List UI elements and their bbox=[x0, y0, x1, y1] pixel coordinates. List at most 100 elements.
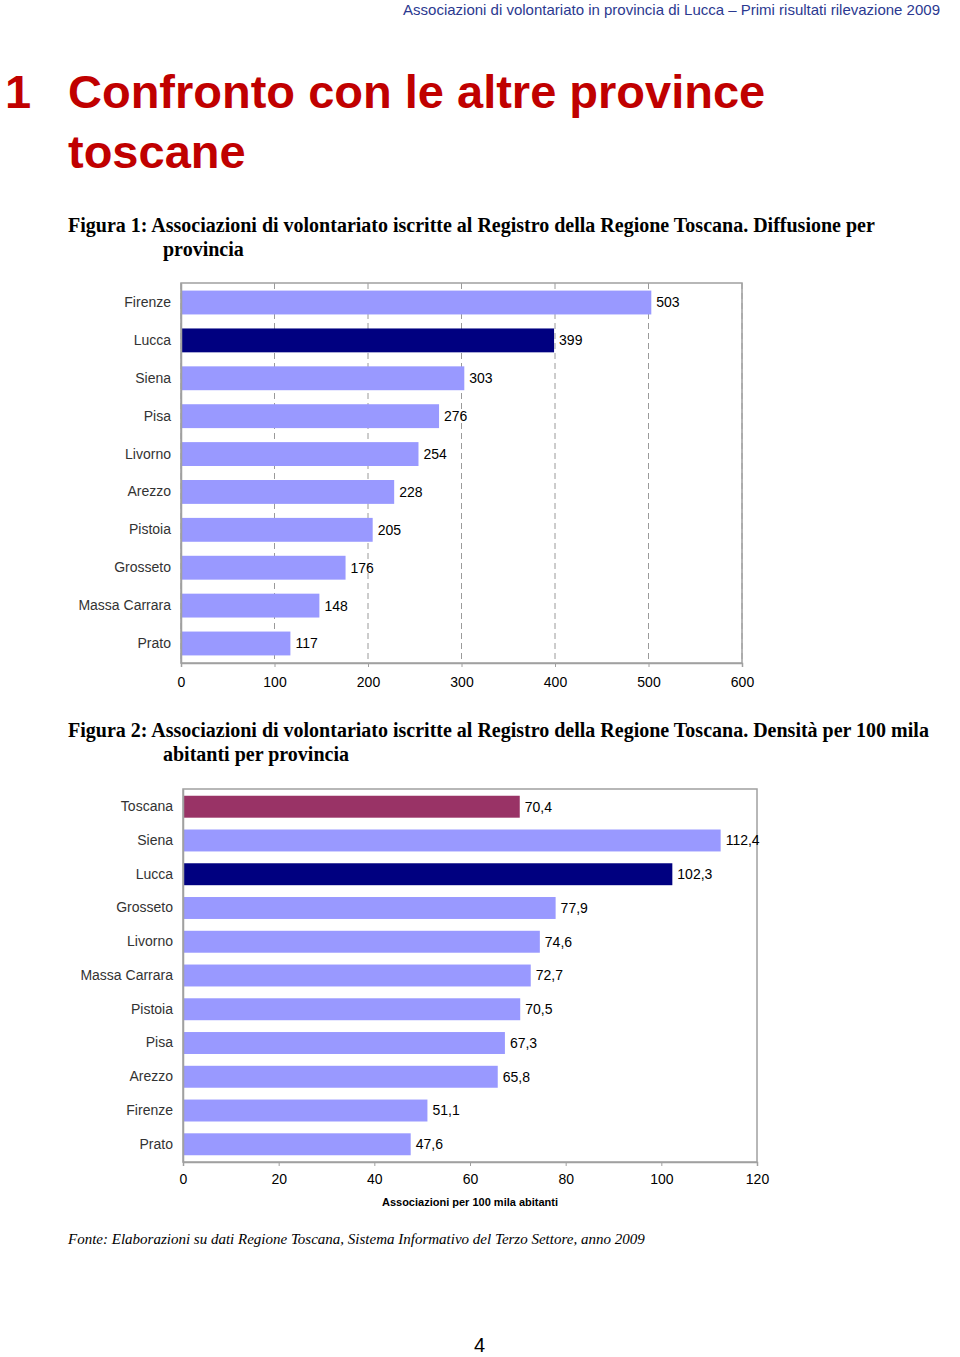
category-tick: Siena bbox=[137, 832, 183, 848]
category-tick: Grosseto bbox=[114, 559, 181, 575]
category-tick: Lucca bbox=[136, 866, 183, 882]
x-tick-mark bbox=[649, 663, 650, 667]
bar bbox=[181, 556, 346, 580]
category-tick: Massa Carrara bbox=[80, 967, 183, 983]
x-tick-label: 0 bbox=[178, 674, 186, 690]
category-tick: Pisa bbox=[146, 1034, 183, 1050]
grid-line bbox=[648, 283, 649, 663]
data-label: 102,3 bbox=[677, 866, 712, 882]
category-label: Pisa bbox=[146, 1034, 173, 1050]
x-tick: 60 bbox=[463, 1162, 479, 1187]
x-tick: 40 bbox=[367, 1162, 383, 1187]
data-label: 70,4 bbox=[525, 799, 552, 815]
category-label: Lucca bbox=[136, 866, 174, 882]
bar bbox=[183, 863, 672, 885]
x-axis-title: Associazioni per 100 mila abitanti bbox=[382, 1196, 558, 1208]
category-axis: ToscanaSienaLuccaGrossetoLivornoMassa Ca… bbox=[80, 790, 183, 1163]
category-label: Pistoia bbox=[129, 521, 171, 537]
data-label: 74,6 bbox=[545, 934, 572, 950]
x-tick-mark bbox=[742, 663, 743, 667]
x-tick: 100 bbox=[263, 663, 287, 690]
x-tick-mark bbox=[661, 1162, 662, 1166]
x-tick-label: 20 bbox=[271, 1171, 287, 1187]
bar bbox=[183, 998, 520, 1020]
category-tick: Arezzo bbox=[129, 1068, 183, 1084]
x-tick-mark bbox=[279, 1162, 280, 1166]
bar bbox=[181, 442, 418, 466]
bar bbox=[181, 480, 394, 504]
chart: 70,4112,4102,377,974,672,770,567,365,851… bbox=[80, 789, 769, 1208]
data-label: 47,6 bbox=[416, 1136, 443, 1152]
plot-frame bbox=[183, 789, 757, 1162]
page-number: 4 bbox=[474, 1334, 485, 1357]
category-label: Pisa bbox=[144, 408, 171, 424]
category-label: Livorno bbox=[127, 933, 173, 949]
x-tick: 300 bbox=[450, 663, 474, 690]
x-tick-mark bbox=[275, 663, 276, 667]
data-label: 65,8 bbox=[503, 1069, 530, 1085]
x-tick: 600 bbox=[731, 663, 755, 690]
category-label: Lucca bbox=[134, 332, 172, 348]
category-tick: Arezzo bbox=[127, 483, 181, 499]
category-label: Siena bbox=[135, 370, 171, 386]
bar bbox=[183, 1100, 427, 1122]
bar bbox=[183, 1066, 498, 1088]
data-label: 276 bbox=[444, 408, 468, 424]
category-tick: Prato bbox=[138, 635, 181, 651]
bar bbox=[183, 897, 556, 919]
x-axis: 0 20 40 60 80 100 120 bbox=[180, 1162, 770, 1187]
data-labels: 503399303276254228205176148117 bbox=[295, 294, 679, 651]
category-tick: Pistoia bbox=[129, 521, 181, 537]
category-label: Arezzo bbox=[129, 1068, 173, 1084]
x-tick-label: 0 bbox=[180, 1171, 188, 1187]
x-axis: 0100200300400500600 bbox=[178, 663, 755, 690]
category-label: Arezzo bbox=[127, 483, 171, 499]
data-label: 503 bbox=[656, 294, 680, 310]
bar bbox=[183, 1133, 411, 1155]
x-tick-mark bbox=[181, 663, 182, 667]
x-tick-mark bbox=[462, 663, 463, 667]
x-tick-mark bbox=[470, 1162, 471, 1166]
category-label: Massa Carrara bbox=[80, 967, 173, 983]
category-label: Livorno bbox=[125, 446, 171, 462]
x-tick-label: 80 bbox=[558, 1171, 574, 1187]
data-label: 117 bbox=[295, 635, 318, 651]
data-label: 112,4 bbox=[726, 832, 760, 848]
category-label: Massa Carrara bbox=[78, 597, 171, 613]
x-tick-label: 300 bbox=[450, 674, 474, 690]
figure-caption: Figura 1: Associazioni di volontariato i… bbox=[68, 213, 923, 261]
category-axis-line bbox=[183, 790, 185, 1163]
bar bbox=[181, 632, 290, 656]
bars bbox=[181, 291, 651, 656]
x-axis-line bbox=[182, 664, 743, 668]
x-tick: 0 bbox=[178, 663, 186, 690]
source-note: Fonte: Elaborazioni su dati Regione Tosc… bbox=[68, 1231, 645, 1248]
category-label: Prato bbox=[140, 1136, 174, 1152]
x-tick-mark bbox=[374, 1162, 375, 1166]
category-label: Siena bbox=[137, 832, 173, 848]
category-tick: Massa Carrara bbox=[78, 597, 181, 613]
bars bbox=[183, 796, 721, 1155]
data-label: 51,1 bbox=[432, 1102, 459, 1118]
x-tick-mark bbox=[183, 1162, 184, 1166]
bar bbox=[183, 830, 721, 852]
bar bbox=[181, 328, 554, 352]
category-tick: Grosseto bbox=[116, 899, 183, 915]
x-tick: 120 bbox=[746, 1162, 770, 1187]
category-label: Firenze bbox=[126, 1102, 173, 1118]
category-tick: Pisa bbox=[144, 408, 181, 424]
data-label: 72,7 bbox=[536, 967, 563, 983]
x-tick: 0 bbox=[180, 1162, 188, 1187]
x-tick: 80 bbox=[558, 1162, 574, 1187]
section-number: 1 bbox=[5, 62, 31, 122]
data-label: 77,9 bbox=[561, 900, 588, 916]
grid bbox=[181, 283, 742, 663]
category-label: Prato bbox=[138, 635, 172, 651]
data-labels: 70,4112,4102,377,974,672,770,567,365,851… bbox=[416, 799, 760, 1153]
grid-line bbox=[555, 283, 556, 663]
x-tick: 20 bbox=[271, 1162, 287, 1187]
x-tick-label: 100 bbox=[263, 674, 287, 690]
x-tick-label: 500 bbox=[637, 674, 661, 690]
x-tick-label: 400 bbox=[544, 674, 568, 690]
x-tick-label: 100 bbox=[650, 1171, 674, 1187]
